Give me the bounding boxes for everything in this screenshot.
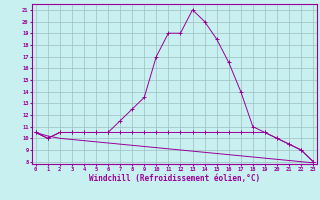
X-axis label: Windchill (Refroidissement éolien,°C): Windchill (Refroidissement éolien,°C)	[89, 174, 260, 183]
